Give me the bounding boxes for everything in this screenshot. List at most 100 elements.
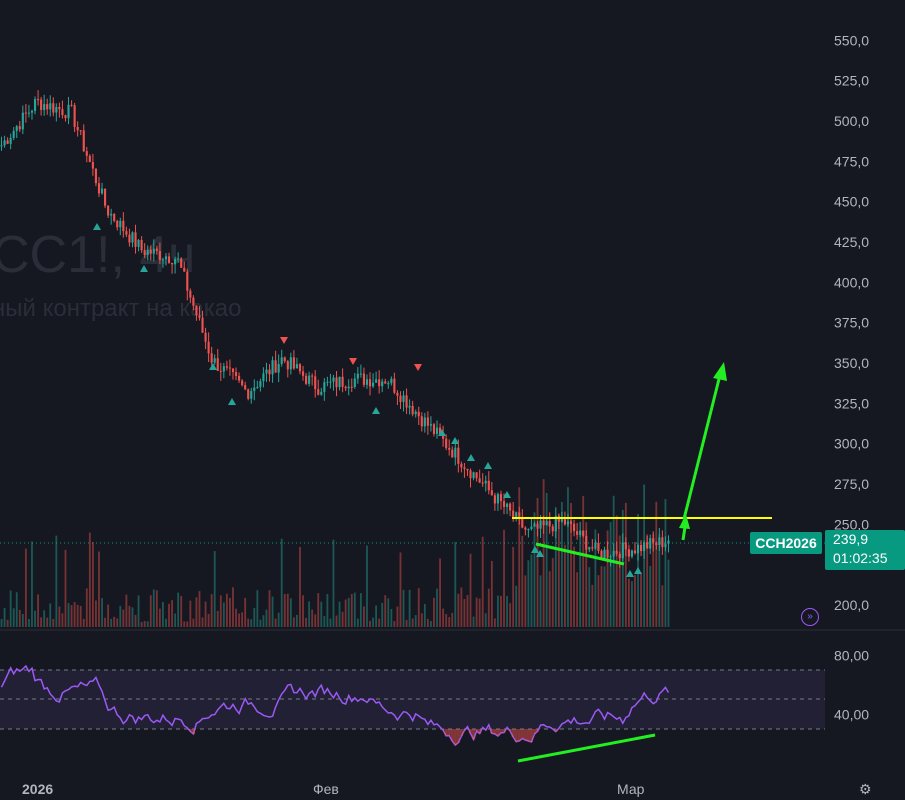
target-arrow[interactable] [682, 374, 722, 520]
candle-body [624, 542, 627, 550]
candle-body [122, 220, 125, 232]
price-trendline[interactable] [535, 542, 625, 566]
volume-bar [76, 604, 79, 627]
candle-body [344, 386, 347, 389]
candle-body [6, 140, 9, 144]
candle-body [143, 250, 146, 255]
volume-bar [40, 617, 43, 627]
volume-bar [423, 603, 426, 627]
volume-bar [308, 601, 311, 627]
candle-body [241, 380, 244, 386]
candle-body [640, 544, 643, 552]
volume-bar [183, 621, 186, 627]
candle-body [600, 550, 603, 559]
candle-body [58, 107, 61, 110]
candle-body [0, 145, 3, 147]
volume-bar [475, 597, 478, 627]
candle-body [414, 411, 417, 415]
volume-bar [655, 501, 658, 627]
candle-body [238, 375, 241, 381]
candle-body [633, 550, 637, 554]
volume-bar [125, 594, 128, 627]
candle-body [588, 547, 591, 550]
volume-bar [564, 544, 566, 627]
volume-bar [70, 605, 73, 627]
candle-body [524, 527, 527, 530]
price-tick-label: 475,0 [834, 153, 869, 169]
candles [0, 90, 670, 568]
buy-signal-marker [372, 407, 380, 414]
volume-bar [481, 536, 484, 627]
candle-body [649, 538, 652, 549]
candle-body [445, 438, 448, 448]
candle-body [560, 519, 563, 522]
volume-bar [387, 598, 390, 627]
volume-bar [268, 590, 271, 627]
candle-body [661, 537, 664, 548]
volume-bar [283, 594, 286, 627]
candle-body [231, 368, 235, 373]
price-tick-label: 325,0 [834, 395, 869, 411]
candle-body [292, 357, 295, 369]
volume-bar [500, 595, 502, 627]
volume-bar [631, 581, 633, 627]
volume-bar [55, 535, 58, 627]
double-chevron-right-icon[interactable]: » [801, 608, 819, 626]
candle-body [280, 357, 283, 364]
candle-body [609, 556, 612, 558]
candle-body [207, 341, 210, 354]
candle-body [21, 112, 24, 130]
breakout-arrow[interactable] [681, 526, 687, 541]
gear-icon[interactable]: ⚙ [859, 781, 872, 797]
volume-bar [469, 553, 472, 627]
volume-bar [603, 566, 606, 627]
candle-body [49, 103, 52, 110]
rsi-divergence-line[interactable] [517, 733, 656, 763]
volume-bar [384, 595, 387, 627]
candle-body [396, 392, 399, 396]
candle-body [506, 503, 509, 508]
candle-body [475, 472, 478, 479]
volume-bar [296, 614, 298, 627]
volume-bar [46, 617, 49, 627]
volume-bar [436, 588, 438, 627]
volume-bar [262, 615, 265, 627]
buy-signal-marker [93, 223, 101, 230]
volume-bar [353, 592, 356, 627]
candle-body [502, 501, 506, 508]
candle-body [362, 373, 365, 385]
candle-body [37, 99, 40, 101]
volume-bar [155, 590, 158, 627]
candle-body [481, 482, 484, 484]
volume-bar [393, 621, 396, 627]
candle-body [484, 480, 487, 484]
candle-body [27, 112, 30, 114]
price-tick-label: 275,0 [834, 476, 869, 492]
candle-body [265, 369, 268, 374]
price-axis[interactable]: 550,0 525,0 500,0 475,0 450,0 425,0 400,0 375,0… [834, 32, 869, 613]
volume-bar [116, 618, 119, 627]
candle-body [213, 358, 216, 363]
candle-body [365, 379, 369, 385]
candle-body [606, 549, 609, 558]
rsi-axis[interactable]: 80,00 40,00 [834, 647, 869, 722]
candle-body [317, 389, 320, 395]
time-label-mar: Мар [617, 781, 645, 797]
candle-body [658, 537, 661, 546]
volume-bar [134, 614, 137, 627]
candle-body [533, 523, 536, 527]
candle-body [24, 112, 27, 114]
volume-bar [213, 551, 216, 627]
time-label-2026: 2026 [22, 781, 53, 797]
volume-bar [512, 546, 515, 627]
candle-body [429, 424, 432, 426]
candle-body [566, 521, 570, 525]
volume-bar [113, 616, 116, 627]
signal-markers [93, 223, 642, 577]
volume-bar [509, 603, 512, 627]
volume-bar [216, 610, 219, 627]
volume-bar [640, 572, 642, 627]
volume-bar [634, 575, 636, 627]
candle-body [3, 140, 6, 146]
